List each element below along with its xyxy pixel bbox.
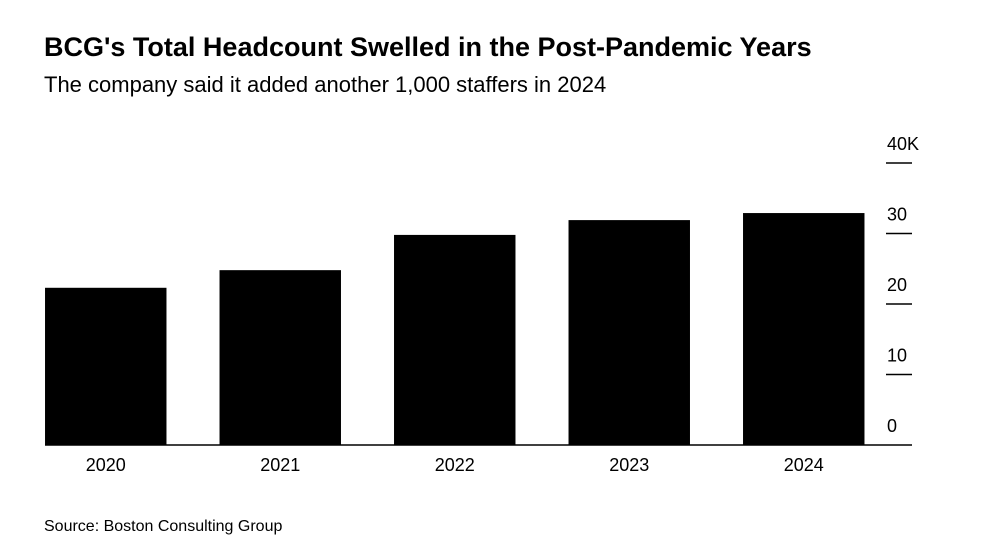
y-tick-label: 20 — [887, 275, 907, 295]
y-tick-label: 10 — [887, 345, 907, 365]
bar — [568, 220, 690, 445]
y-tick-label: 40K — [887, 134, 919, 154]
x-tick-label: 2020 — [86, 455, 126, 475]
y-tick-label: 30 — [887, 204, 907, 224]
y-tick-label: 0 — [887, 416, 897, 436]
x-tick-label: 2022 — [435, 455, 475, 475]
x-tick-label: 2024 — [784, 455, 824, 475]
x-tick-label: 2023 — [609, 455, 649, 475]
chart-title: BCG's Total Headcount Swelled in the Pos… — [44, 32, 812, 62]
bar — [394, 234, 516, 445]
x-tick-label: 2021 — [260, 455, 300, 475]
bar — [45, 287, 167, 445]
bar — [743, 213, 865, 445]
chart-subtitle: The company said it added another 1,000 … — [44, 72, 606, 97]
source-note: Source: Boston Consulting Group — [44, 518, 282, 535]
bar — [219, 270, 341, 445]
